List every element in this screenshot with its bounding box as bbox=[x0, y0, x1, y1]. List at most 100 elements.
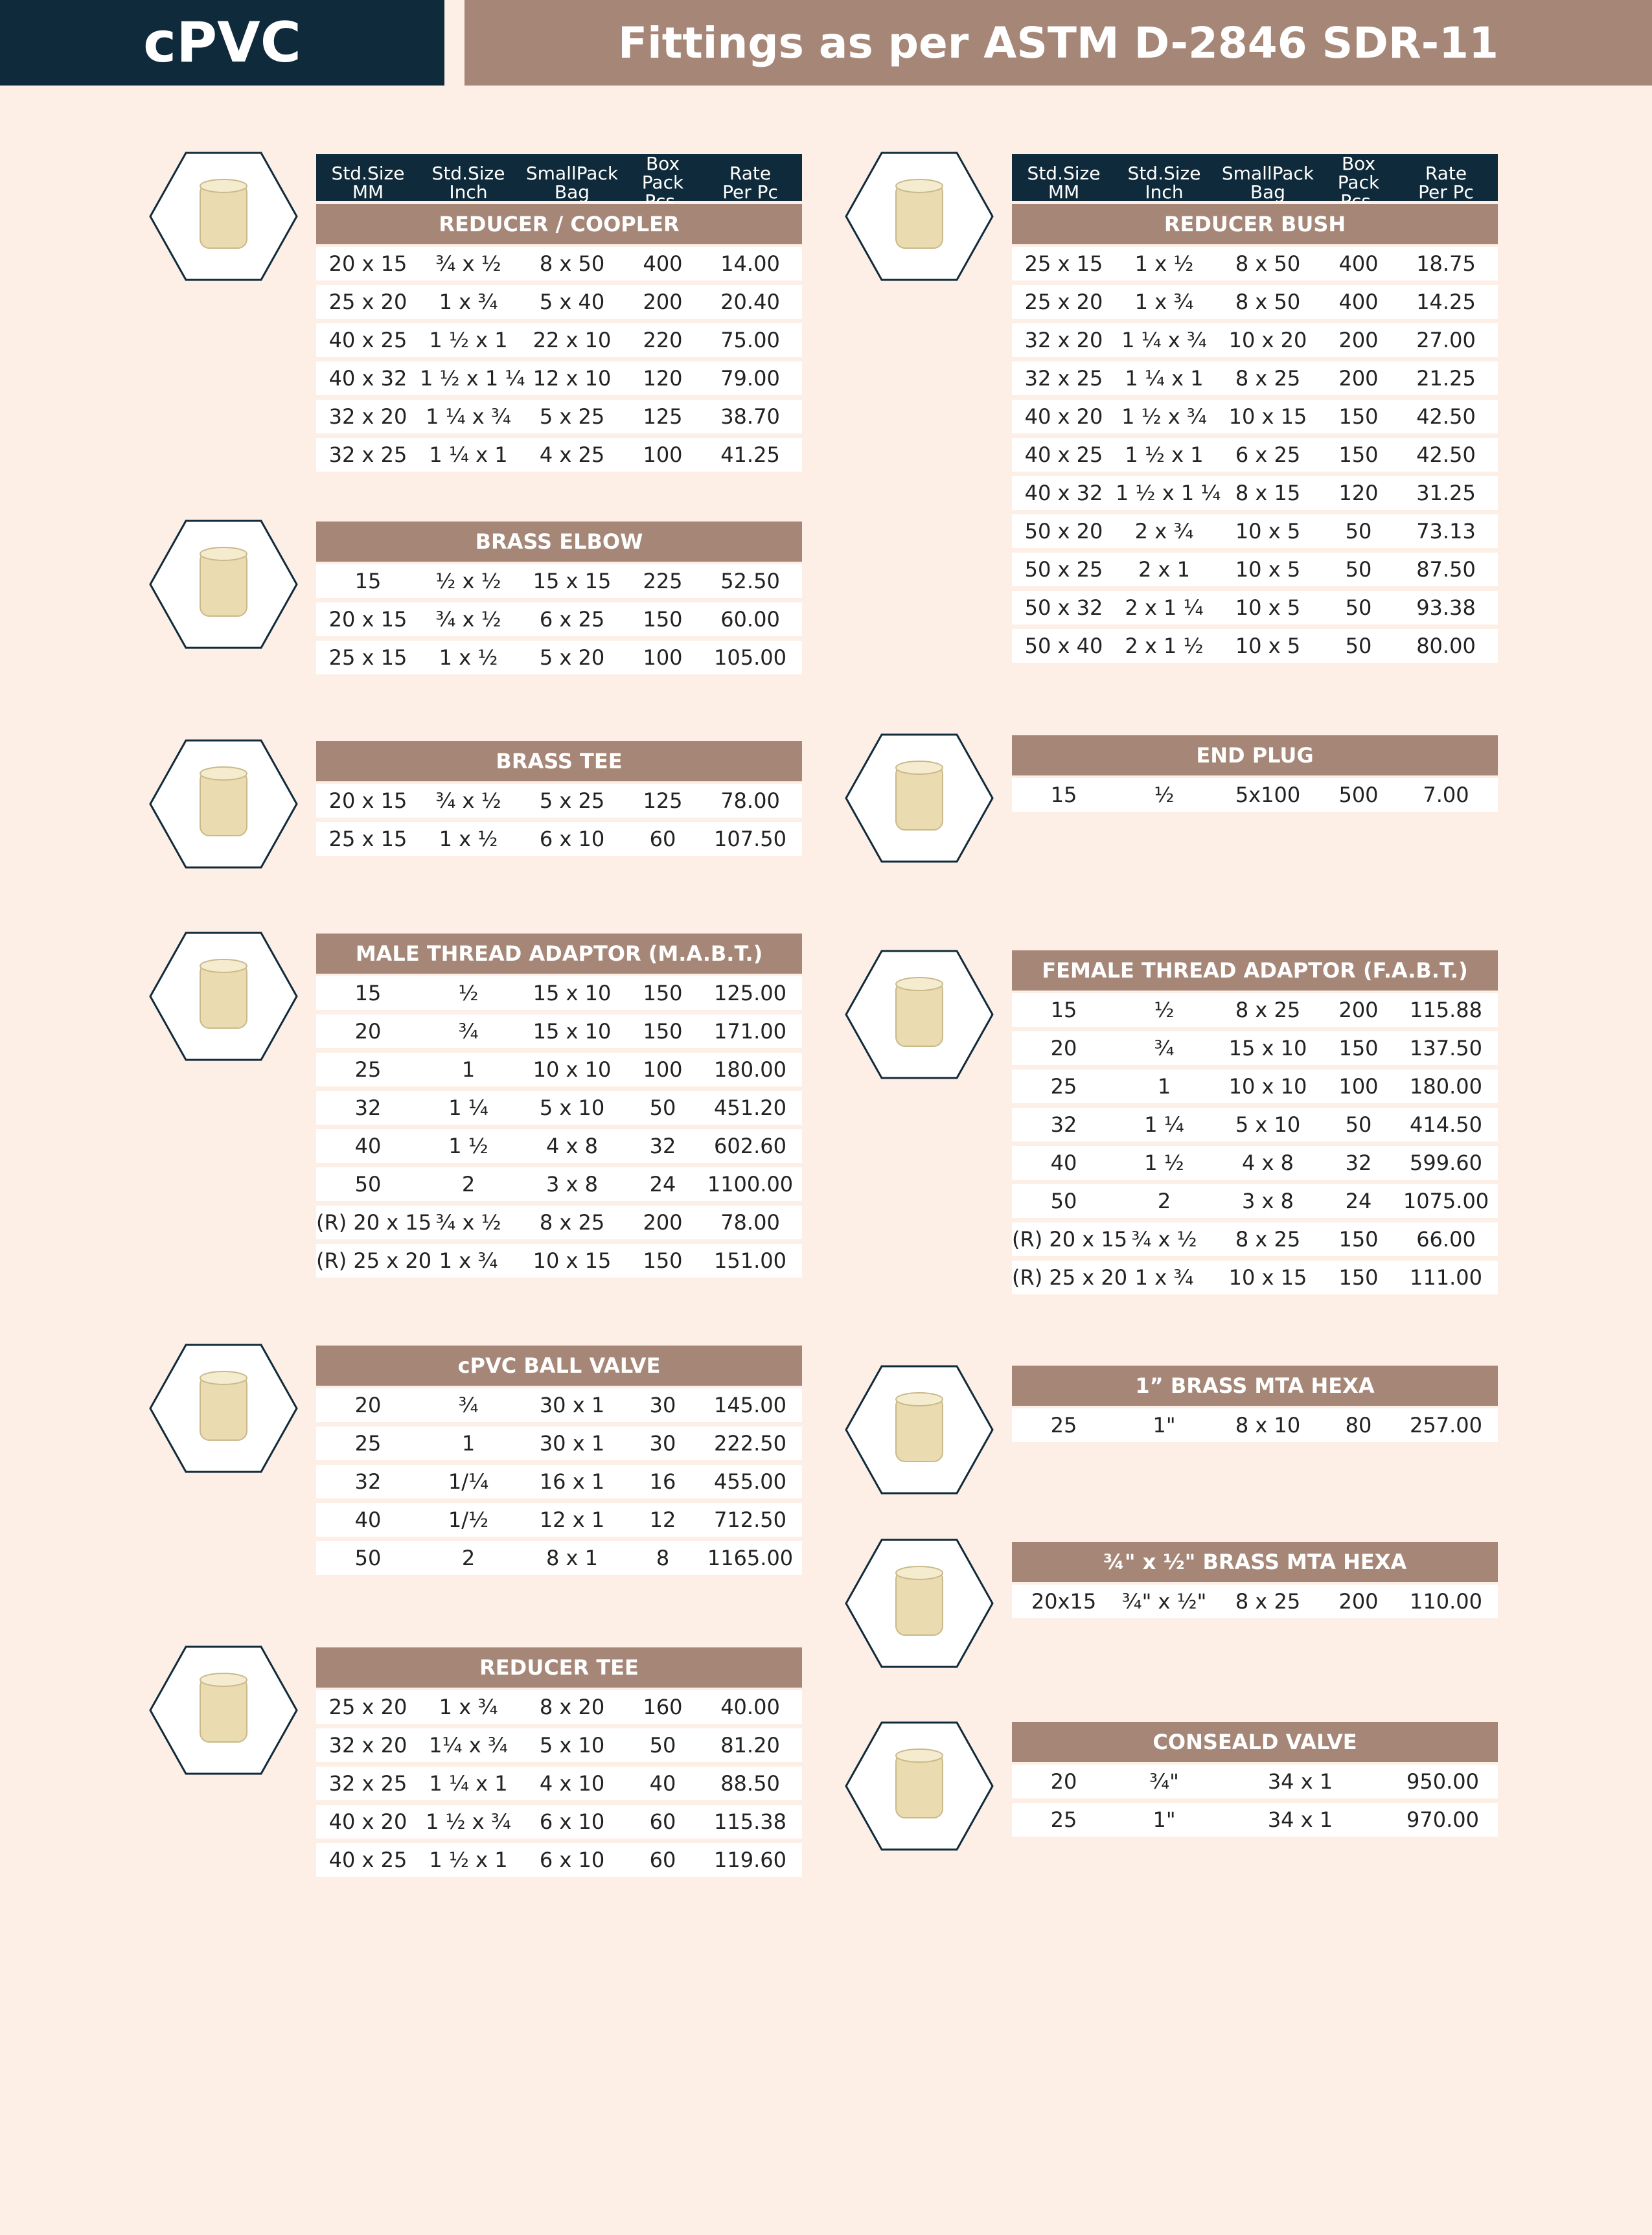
table-cell: 20.40 bbox=[720, 290, 780, 314]
product-icon bbox=[149, 932, 298, 1061]
table-cell: 1 x ½ bbox=[439, 645, 498, 670]
table-cell: 40 bbox=[649, 1771, 676, 1796]
table-cell: 12 x 10 bbox=[533, 366, 612, 391]
table-cell: 1 ½ bbox=[1144, 1151, 1184, 1175]
table-cell: 15 x 10 bbox=[533, 1019, 612, 1044]
table-row: 25 1 10 x 10 100 180.00 bbox=[1012, 1070, 1498, 1103]
column-header-line: SmallPack bbox=[525, 162, 619, 184]
table-cell: ½ bbox=[1154, 783, 1175, 807]
column-header-line: Inch bbox=[1145, 181, 1184, 203]
section-title: FEMALE THREAD ADAPTOR (F.A.B.T.) bbox=[1012, 950, 1498, 991]
table-cell: 222.50 bbox=[714, 1431, 786, 1456]
table-row: 50 2 8 x 1 8 1165.00 bbox=[316, 1541, 802, 1575]
table-cell: 1 ¼ x 1 bbox=[1125, 366, 1204, 391]
table-cell: 8 bbox=[656, 1546, 670, 1570]
column-header-line: Std.Size bbox=[1027, 162, 1101, 184]
table-cell: 10 x 5 bbox=[1235, 519, 1301, 544]
table-cell: 50 x 40 bbox=[1024, 634, 1103, 658]
table-cell: 414.50 bbox=[1410, 1112, 1482, 1137]
table-cell: 1 x ½ bbox=[439, 827, 498, 851]
table-cell: 25 x 15 bbox=[328, 645, 407, 670]
section-title: REDUCER / COOPLER bbox=[316, 204, 802, 244]
table-row: 32 x 25 1 ¼ x 1 8 x 25 200 21.25 bbox=[1012, 361, 1498, 395]
table-row: 25 1" 34 x 1 970.00 bbox=[1012, 1803, 1498, 1837]
table-row: 25 x 15 1 x ½ 6 x 10 60 107.50 bbox=[316, 822, 802, 856]
table-cell: 20 bbox=[354, 1019, 382, 1044]
table-cell: 50 bbox=[354, 1546, 382, 1570]
table-cell: 50 x 25 bbox=[1024, 557, 1103, 582]
table-cell: 8 x 25 bbox=[1235, 1589, 1301, 1614]
table-cell: 1165.00 bbox=[707, 1546, 794, 1570]
table-cell: 32 x 25 bbox=[328, 442, 407, 467]
table-cell: 150 bbox=[1338, 404, 1379, 429]
table-cell: 12 x 1 bbox=[539, 1507, 605, 1532]
table-cell: 20 x 15 bbox=[328, 251, 407, 276]
table-cell: 14.25 bbox=[1416, 290, 1476, 314]
table-cell: 1 ¼ x 1 bbox=[429, 1771, 508, 1796]
column-header-line: Per Pc bbox=[1418, 181, 1474, 203]
column-header-line: Box Pack bbox=[641, 153, 684, 193]
table-row: 40 x 20 1 ½ x ¾ 6 x 10 60 115.38 bbox=[316, 1805, 802, 1839]
table-cell: 1" bbox=[1153, 1413, 1176, 1438]
column-header-cell: Rate Per Pc bbox=[1394, 164, 1498, 201]
table-cell: 5 x 25 bbox=[539, 788, 605, 813]
table-cell: 40 x 32 bbox=[328, 366, 407, 391]
table-cell: 25 bbox=[354, 1057, 382, 1082]
table-cell: ¾ x ½ bbox=[1131, 1227, 1197, 1252]
table-cell: 100 bbox=[1338, 1074, 1379, 1099]
table-cell: 40 x 20 bbox=[328, 1809, 407, 1834]
table-cell: 970.00 bbox=[1406, 1807, 1479, 1832]
column-header-cell: Std.Size Inch bbox=[420, 164, 517, 201]
table-cell: 1 ½ x 1 ¼ bbox=[420, 366, 525, 391]
table-cell: ¾" x ½" bbox=[1121, 1589, 1207, 1614]
column-header-cell: Std.Size MM bbox=[1012, 164, 1116, 201]
table-cell: 8 x 50 bbox=[1235, 290, 1301, 314]
table-cell: 257.00 bbox=[1410, 1413, 1482, 1438]
table-row: 32 x 20 1¼ x ¾ 5 x 10 50 81.20 bbox=[316, 1728, 802, 1762]
product-icon bbox=[845, 1365, 994, 1495]
column-header-cell: SmallPack Bag bbox=[1213, 164, 1323, 201]
table-cell: 75.00 bbox=[720, 328, 780, 352]
table-row: 32 1/¼ 16 x 1 16 455.00 bbox=[316, 1465, 802, 1498]
table-cell: 150 bbox=[643, 607, 683, 632]
table-cell: 25 x 20 bbox=[328, 290, 407, 314]
table-cell: 455.00 bbox=[714, 1469, 786, 1494]
table-cell: 4 x 10 bbox=[539, 1771, 605, 1796]
table-cell: 24 bbox=[649, 1172, 676, 1197]
table-cell: 16 bbox=[649, 1469, 676, 1494]
table-cell: 220 bbox=[643, 328, 683, 352]
product-icon bbox=[845, 1721, 994, 1851]
table-cell: 20x15 bbox=[1031, 1589, 1097, 1614]
table-cell: 1 x ¾ bbox=[439, 1695, 498, 1719]
table-row: 32 1 ¼ 5 x 10 50 451.20 bbox=[316, 1091, 802, 1125]
table-cell: 78.00 bbox=[720, 788, 780, 813]
table-cell: 22 x 10 bbox=[533, 328, 612, 352]
table-cell: 2 bbox=[461, 1172, 476, 1197]
brand: cPVC bbox=[143, 10, 301, 75]
table-cell: 100 bbox=[643, 1057, 683, 1082]
table-cell: 150 bbox=[643, 981, 683, 1005]
table-cell: 25 bbox=[1050, 1807, 1077, 1832]
product-icon bbox=[845, 950, 994, 1079]
product-icon bbox=[845, 1539, 994, 1668]
table-cell: 66.00 bbox=[1416, 1227, 1476, 1252]
table-row: 50 x 20 2 x ¾ 10 x 5 50 73.13 bbox=[1012, 514, 1498, 548]
table-cell: (R) 25 x 20 bbox=[1012, 1265, 1128, 1290]
table-cell: 200 bbox=[643, 290, 683, 314]
table-cell: 32 bbox=[649, 1134, 676, 1158]
table-row: 25 x 15 1 x ½ 8 x 50 400 18.75 bbox=[1012, 247, 1498, 281]
table-row: 32 x 20 1 ¼ x ¾ 10 x 20 200 27.00 bbox=[1012, 323, 1498, 357]
table-cell: ½ x ½ bbox=[435, 569, 501, 593]
table-cell: 32 bbox=[1345, 1151, 1372, 1175]
table-cell: 1 x ¾ bbox=[1134, 290, 1194, 314]
table-cell: 32 bbox=[354, 1095, 382, 1120]
table-cell: ¾ x ½ bbox=[435, 1210, 501, 1235]
table-cell: 50 bbox=[1345, 519, 1372, 544]
table-cell: 80.00 bbox=[1416, 634, 1476, 658]
table-cell: 602.60 bbox=[714, 1134, 786, 1158]
table-cell: 40 bbox=[354, 1134, 382, 1158]
table-cell: 30 x 1 bbox=[539, 1393, 605, 1417]
table-cell: 1 x ½ bbox=[1134, 251, 1194, 276]
table-cell: 32 x 20 bbox=[1024, 328, 1103, 352]
table-row: 50 x 32 2 x 1 ¼ 10 x 5 50 93.38 bbox=[1012, 591, 1498, 625]
